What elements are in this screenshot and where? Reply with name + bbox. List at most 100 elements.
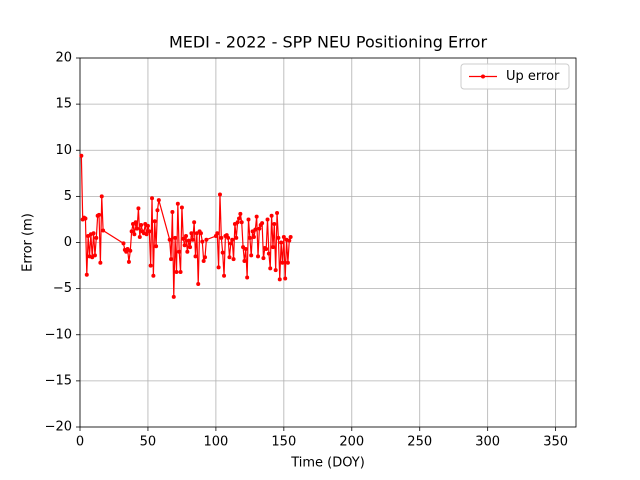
- data-point: [245, 275, 250, 280]
- y-tick-label: 15: [55, 97, 72, 112]
- data-point: [246, 217, 251, 222]
- data-point: [238, 211, 243, 216]
- data-point: [155, 208, 160, 213]
- data-point: [178, 270, 183, 275]
- x-tick-label: 350: [543, 435, 568, 450]
- data-point: [177, 249, 182, 254]
- data-point: [91, 231, 96, 236]
- data-point: [242, 258, 247, 263]
- data-point: [185, 249, 190, 254]
- data-point: [148, 263, 153, 268]
- data-point: [101, 228, 106, 233]
- y-axis-label: Error (m): [21, 213, 36, 272]
- data-point: [226, 235, 231, 240]
- data-point: [136, 206, 141, 211]
- data-point: [269, 213, 274, 218]
- data-point: [171, 294, 176, 299]
- y-tick-label: −10: [45, 327, 72, 342]
- data-point: [253, 227, 258, 232]
- data-point: [243, 246, 248, 251]
- data-point: [156, 198, 161, 203]
- data-point: [281, 234, 286, 239]
- data-point: [126, 259, 131, 264]
- data-point: [128, 248, 133, 253]
- x-tick-label: 150: [271, 435, 296, 450]
- data-point: [228, 241, 233, 246]
- legend-marker: [481, 74, 485, 79]
- data-point: [186, 238, 191, 243]
- y-tick-label: 10: [55, 143, 72, 158]
- data-point: [175, 201, 180, 206]
- data-point: [97, 212, 102, 217]
- data-point: [239, 220, 244, 225]
- data-point: [272, 222, 277, 227]
- data-point: [145, 223, 150, 228]
- data-point: [235, 220, 240, 225]
- data-point: [236, 216, 241, 221]
- data-point: [277, 277, 282, 282]
- data-point: [256, 254, 261, 259]
- data-point: [98, 260, 103, 265]
- data-point: [257, 226, 262, 231]
- data-point: [230, 237, 235, 242]
- data-point: [220, 250, 225, 255]
- x-tick-label: 250: [407, 435, 432, 450]
- data-point: [283, 276, 288, 281]
- data-point: [227, 255, 232, 260]
- data-point: [268, 266, 273, 271]
- data-point: [261, 256, 266, 261]
- data-point: [279, 240, 284, 245]
- data-point: [264, 246, 269, 251]
- data-point: [219, 235, 224, 240]
- data-point: [139, 222, 144, 227]
- x-tick-label: 50: [140, 435, 157, 450]
- data-point: [270, 245, 275, 250]
- data-point: [288, 234, 293, 239]
- legend-label: Up error: [506, 69, 560, 84]
- data-point: [204, 237, 209, 242]
- data-point: [193, 254, 198, 259]
- data-point: [144, 232, 149, 237]
- data-point: [276, 235, 281, 240]
- data-point: [83, 216, 88, 221]
- data-point: [215, 231, 220, 236]
- data-point: [260, 221, 265, 226]
- data-point: [133, 220, 138, 225]
- y-tick-label: −15: [45, 373, 72, 388]
- y-tick-label: −5: [53, 281, 72, 296]
- data-point: [152, 219, 157, 224]
- y-tick-label: 20: [55, 51, 72, 66]
- data-point: [222, 273, 227, 278]
- data-point: [265, 217, 270, 222]
- data-point: [170, 210, 175, 215]
- data-point: [129, 229, 134, 234]
- data-point: [231, 257, 236, 262]
- data-point: [249, 253, 254, 258]
- x-tick-label: 200: [339, 435, 364, 450]
- data-point: [192, 220, 197, 225]
- data-point: [254, 214, 259, 219]
- chart-title: MEDI - 2022 - SPP NEU Positioning Error: [169, 33, 488, 52]
- data-point: [151, 273, 156, 278]
- y-tick-label: −20: [45, 420, 72, 435]
- x-tick-label: 0: [76, 435, 84, 450]
- data-point: [84, 272, 89, 277]
- data-point: [200, 239, 205, 244]
- data-point: [132, 232, 137, 237]
- data-point: [273, 268, 278, 273]
- data-point: [121, 241, 126, 246]
- data-point: [216, 265, 221, 270]
- data-point: [196, 282, 201, 287]
- data-point: [174, 270, 179, 275]
- data-point: [94, 235, 99, 240]
- x-tick-label: 300: [475, 435, 500, 450]
- x-tick-label: 100: [203, 435, 228, 450]
- data-point: [251, 234, 256, 239]
- data-point: [275, 210, 280, 215]
- data-point: [137, 234, 142, 239]
- data-point: [247, 235, 252, 240]
- data-point: [198, 231, 203, 236]
- data-point: [173, 235, 178, 240]
- data-point: [154, 244, 159, 249]
